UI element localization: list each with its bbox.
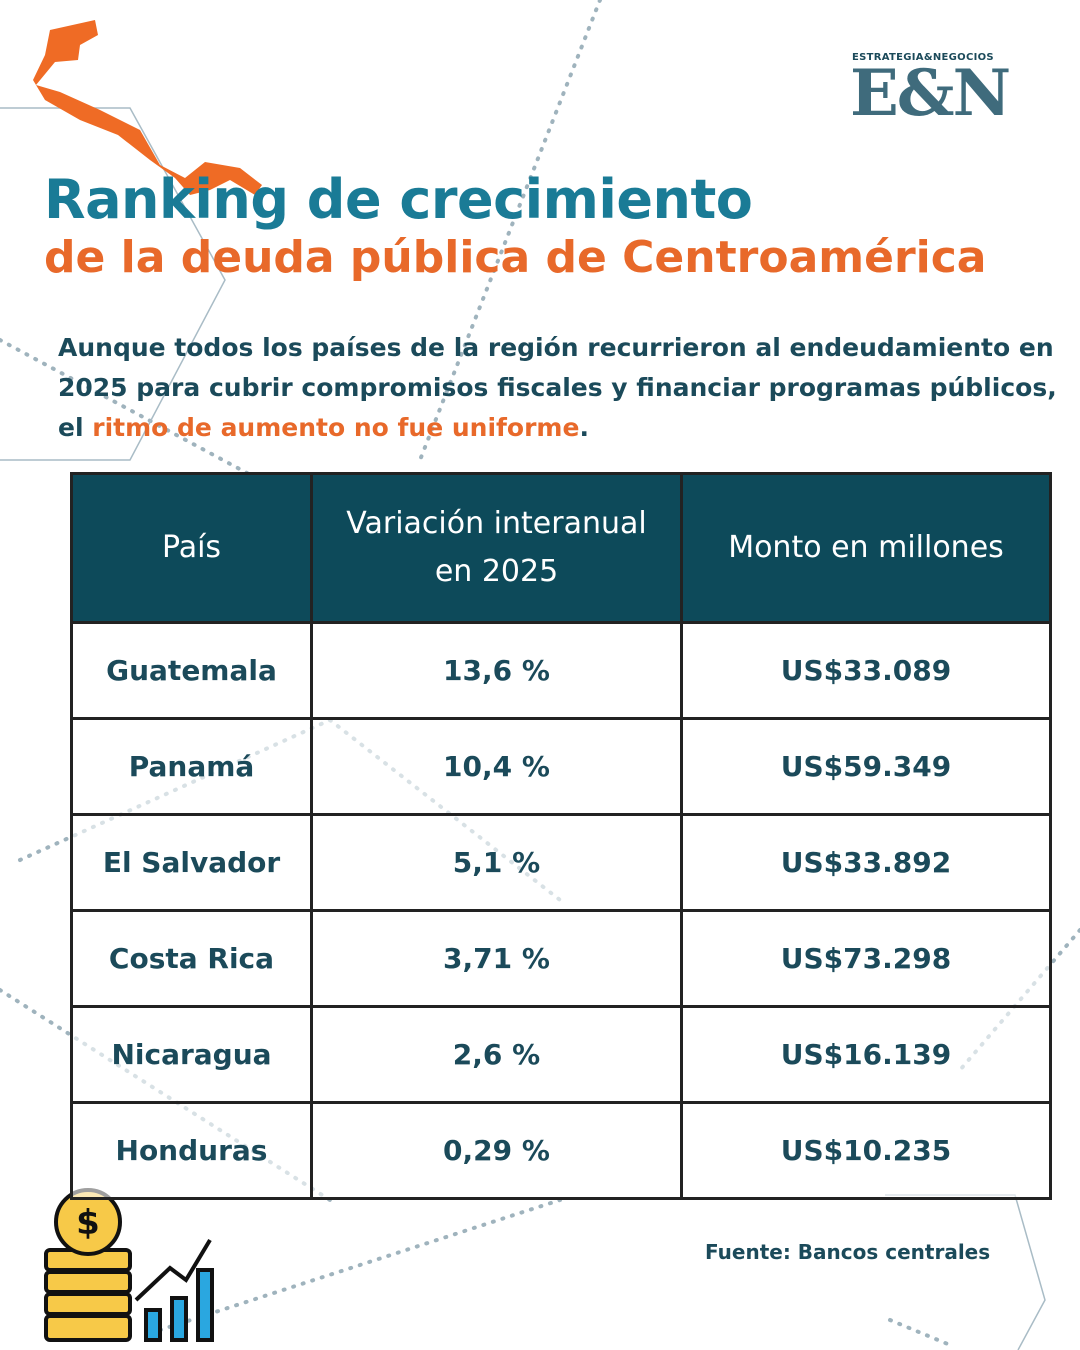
intro-end: . bbox=[579, 413, 589, 442]
table-cell: US$16.139 bbox=[680, 1005, 1052, 1104]
table-cell: Nicaragua bbox=[70, 1005, 313, 1104]
table-cell: 0,29 % bbox=[310, 1101, 683, 1200]
intro-text: Aunque todos los países de la región rec… bbox=[58, 333, 1057, 442]
svg-text:$: $ bbox=[76, 1203, 100, 1243]
subtitle: de la deuda pública de Centroamérica bbox=[44, 232, 987, 283]
table-row: Nicaragua 2,6 % US$16.139 bbox=[70, 1005, 1052, 1104]
header-cell: Monto en millones bbox=[680, 472, 1052, 624]
table-row: Costa Rica 3,71 % US$73.298 bbox=[70, 909, 1052, 1008]
table-cell: US$73.298 bbox=[680, 909, 1052, 1008]
table-cell: US$59.349 bbox=[680, 717, 1052, 816]
table-cell: US$33.892 bbox=[680, 813, 1052, 912]
logo-mark: E&N bbox=[850, 56, 1011, 131]
table-cell: 10,4 % bbox=[310, 717, 683, 816]
table-cell: 5,1 % bbox=[310, 813, 683, 912]
table-cell: US$10.235 bbox=[680, 1101, 1052, 1200]
table-row: Honduras 0,29 % US$10.235 bbox=[70, 1101, 1052, 1200]
source: Fuente: Bancos centrales bbox=[705, 1240, 991, 1264]
table-cell: US$33.089 bbox=[680, 621, 1052, 720]
header-cell: País bbox=[70, 472, 313, 624]
intro-highlight: ritmo de aumento no fue uniforme bbox=[92, 413, 580, 442]
table-cell: El Salvador bbox=[70, 813, 313, 912]
table-cell: Honduras bbox=[70, 1101, 313, 1200]
table-body: Guatemala 13,6 % US$33.089 Panamá 10,4 % US$5… bbox=[70, 621, 1052, 1200]
header-cell: Variación interanual en 2025 bbox=[310, 472, 683, 624]
intro: Aunque todos los países de la región rec… bbox=[58, 328, 1058, 448]
header-row: País Variación interanual en 2025 Monto en… bbox=[70, 472, 1052, 624]
table-row: El Salvador 5,1 % US$33.892 bbox=[70, 813, 1052, 912]
table-cell: 2,6 % bbox=[310, 1005, 683, 1104]
table-cell: 3,71 % bbox=[310, 909, 683, 1008]
table-cell: Guatemala bbox=[70, 621, 313, 720]
table-cell: Costa Rica bbox=[70, 909, 313, 1008]
title: Ranking de crecimiento bbox=[44, 168, 753, 231]
table: País Variación interanual en 2025 Monto en… bbox=[70, 472, 1052, 1200]
table-cell: 13,6 % bbox=[310, 621, 683, 720]
table-row: Panamá 10,4 % US$59.349 bbox=[70, 717, 1052, 816]
table-row: Guatemala 13,6 % US$33.089 bbox=[70, 621, 1052, 720]
table-cell: Panamá bbox=[70, 717, 313, 816]
logo-tagline: ESTRATEGIA&NEGOCIOS bbox=[852, 52, 994, 63]
